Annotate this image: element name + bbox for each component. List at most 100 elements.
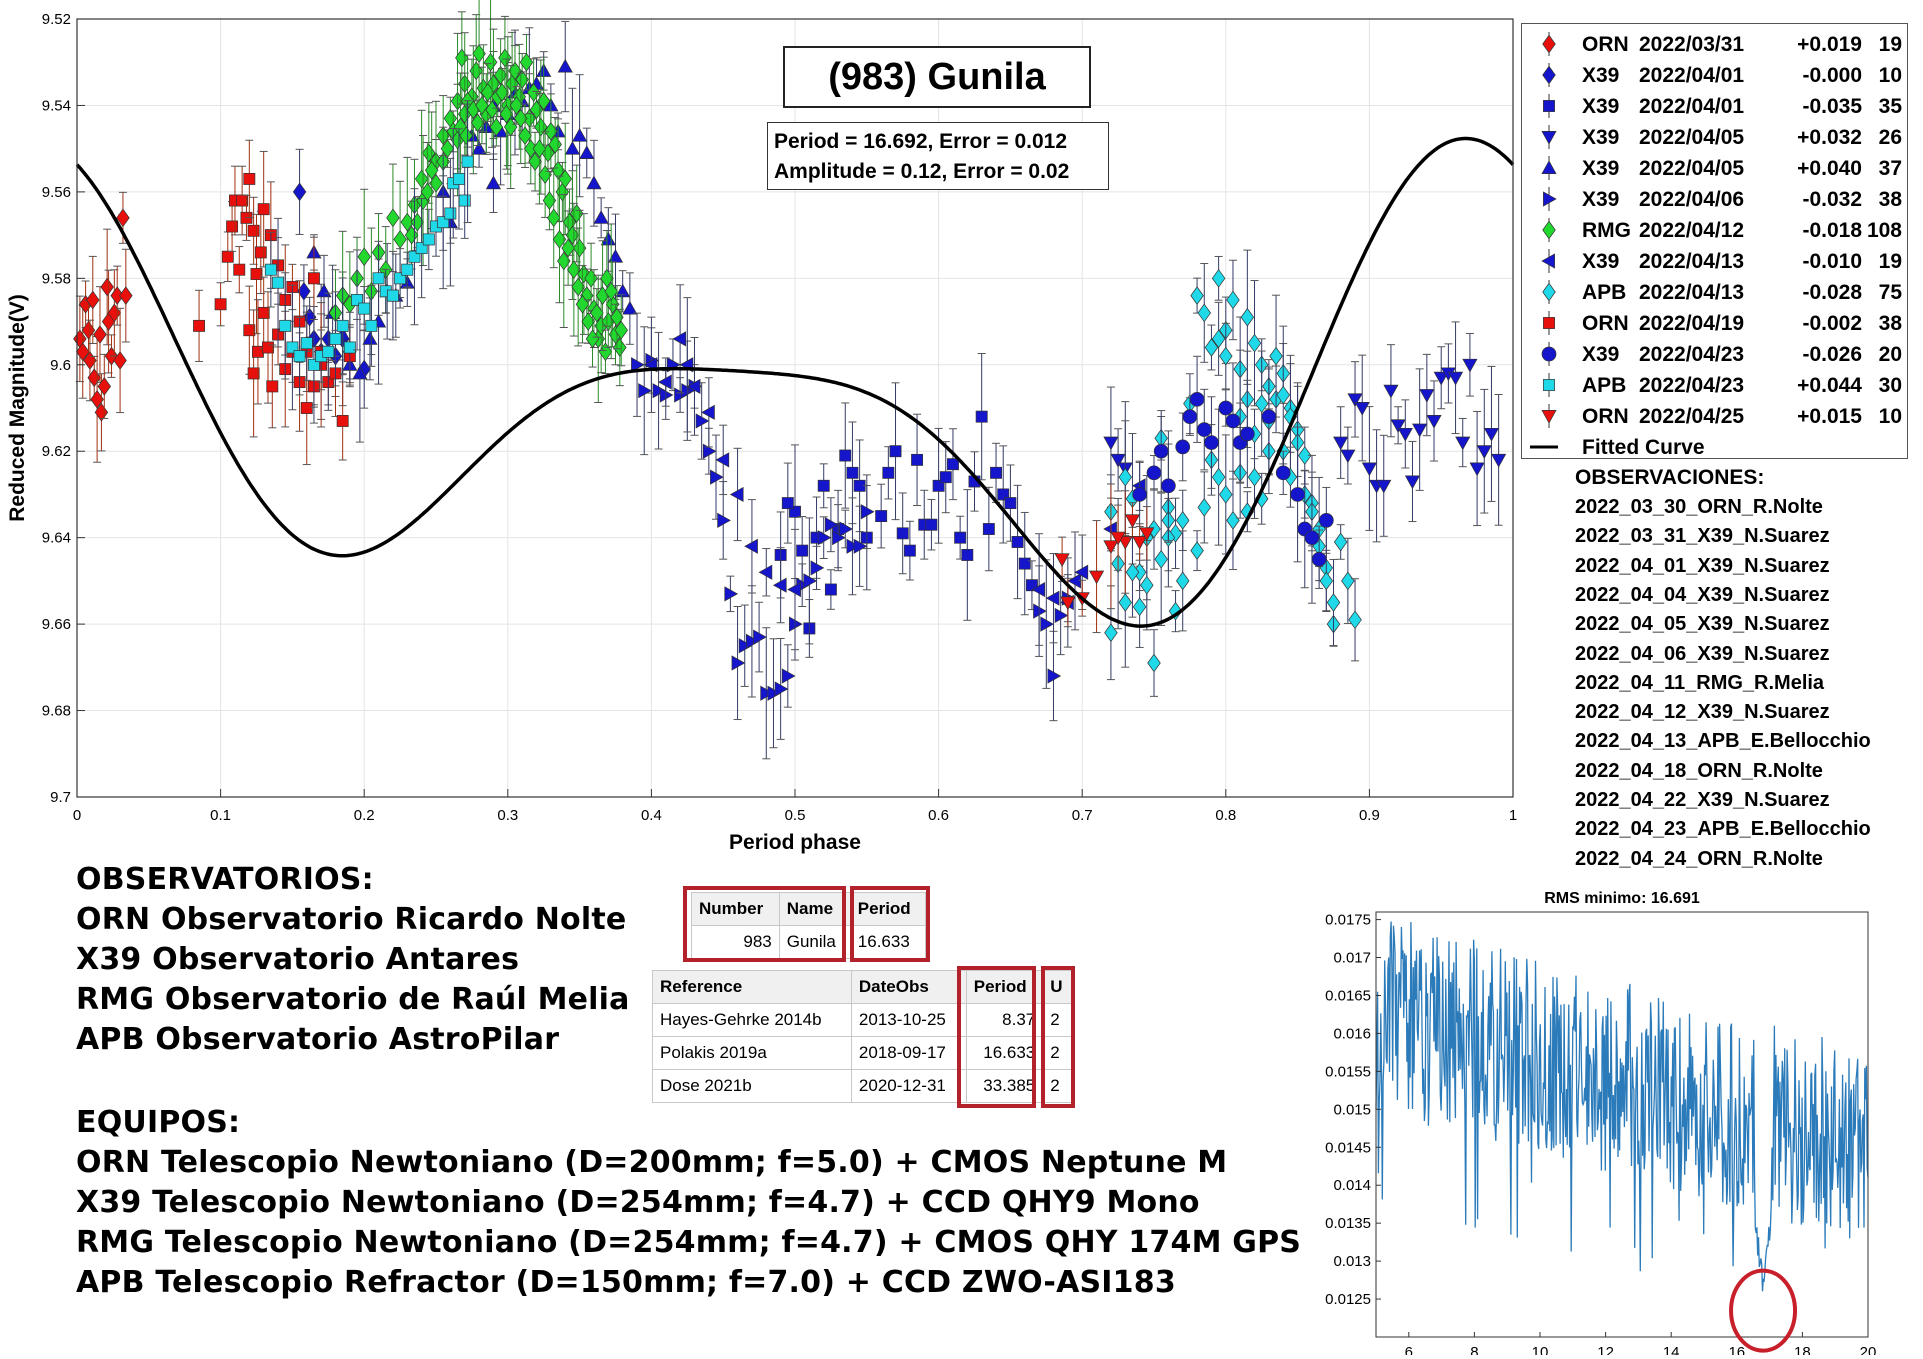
data-point	[925, 498, 938, 551]
rms-y-tick-label: 0.0125	[1325, 1291, 1371, 1308]
x-tick-label: 0	[73, 807, 81, 824]
data-point	[1139, 506, 1155, 561]
y-tick-label: 9.56	[42, 184, 71, 201]
data-point	[1225, 362, 1241, 480]
data-point	[760, 627, 775, 760]
legend-date: 2022/04/13	[1639, 250, 1745, 273]
data-point	[1175, 530, 1190, 632]
legend-marker	[1543, 373, 1555, 397]
legend-marker	[1542, 280, 1556, 304]
data-point	[1354, 354, 1370, 462]
data-point	[394, 248, 407, 309]
data-point	[1275, 450, 1291, 495]
legend-obs: X39	[1582, 157, 1620, 180]
cell-period: 16.633	[965, 1036, 1044, 1070]
data-point	[557, 20, 573, 113]
y-tick-label: 9.7	[50, 789, 71, 806]
data-point	[772, 547, 787, 624]
data-point	[229, 165, 241, 236]
series-x39-2022-04-01	[774, 352, 1038, 658]
col-reference: Reference	[652, 970, 852, 1004]
data-point	[1376, 434, 1392, 537]
data-point	[307, 236, 320, 321]
rms-axis-ticks: 6 8 10 12 14 16 18 20 0.0175 0.017 0.0165 0.016 0.01…	[1325, 912, 1876, 1355]
data-point	[911, 413, 924, 507]
legend-offset: -0.026	[1802, 343, 1862, 366]
data-point	[686, 337, 701, 436]
data-point	[614, 294, 628, 367]
legend-obs: RMG	[1582, 219, 1631, 242]
data-point	[631, 312, 645, 417]
observatorio-item: APB Observatorio AstroPilar	[76, 1022, 560, 1057]
legend-entry: RMG 2022/04/12 -0.018 108	[1522, 215, 1907, 245]
data-point	[1226, 259, 1240, 341]
y-tick-label: 9.64	[42, 530, 71, 547]
data-point	[93, 286, 107, 383]
observacion-item: 2022_04_06_X39_N.Suarez	[1575, 642, 1830, 665]
data-point	[1011, 484, 1024, 600]
data-point	[744, 499, 758, 594]
data-point	[1175, 412, 1191, 482]
data-point	[695, 382, 710, 460]
data-point	[300, 305, 313, 381]
cell-period: 16.633	[849, 925, 927, 959]
observacion-item: 2022_04_13_APB_E.Bellocchio	[1575, 730, 1871, 753]
observacion-item: 2022_04_12_X39_N.Suarez	[1575, 701, 1830, 724]
x-tick-label: 0.3	[497, 807, 518, 824]
data-point	[1124, 502, 1141, 539]
data-point	[1311, 529, 1327, 589]
data-point	[572, 74, 588, 198]
data-point	[343, 311, 356, 384]
data-point	[1132, 523, 1148, 561]
data-point	[652, 331, 667, 450]
col-dateobs: DateObs	[850, 970, 967, 1004]
data-point	[233, 246, 246, 294]
legend-obs: APB	[1582, 374, 1627, 397]
observacion-item: 2022_04_04_X39_N.Suarez	[1575, 583, 1830, 606]
x-tick-label: 0.6	[928, 807, 949, 824]
legend-entry: X39 2022/04/01 -0.000 10	[1522, 60, 1907, 90]
y-tick-label: 9.62	[42, 443, 71, 460]
data-point	[787, 528, 801, 651]
data-point	[489, 107, 504, 147]
data-point	[1211, 255, 1226, 301]
legend-entry: X39 2022/04/05 +0.032 26	[1522, 122, 1907, 152]
observacion-item: 2022_04_11_RMG_R.Melia	[1575, 671, 1825, 694]
legend-obs: X39	[1582, 64, 1620, 87]
data-point	[658, 357, 672, 407]
data-point	[444, 183, 457, 244]
data-point	[622, 272, 638, 345]
data-point	[729, 447, 744, 542]
data-point	[86, 255, 100, 344]
data-point	[1110, 504, 1126, 571]
data-point	[1276, 325, 1290, 465]
data-point	[1483, 365, 1500, 502]
rms-periodogram-plot: RMS minimo: 16.691 6 8 10 12 14 16 18 20 0.0175 0…	[1325, 890, 1876, 1355]
data-point	[485, 71, 499, 148]
data-point	[1340, 426, 1356, 485]
legend-marker	[1543, 94, 1555, 118]
y-tick-label: 9.52	[42, 11, 71, 28]
data-point	[674, 377, 688, 413]
period-line: Period = 16.692, Error = 0.012	[774, 130, 1068, 153]
rms-x-tick-label: 20	[1860, 1344, 1877, 1355]
data-point	[1333, 406, 1349, 479]
data-point	[1211, 301, 1226, 376]
data-point	[264, 231, 277, 308]
legend-offset: -0.018	[1802, 219, 1862, 242]
axis-ticks: 0 0.1 0.2 0.3 0.4 0.5 0.6 0.7 0.8 0.9 1 9.52 9.54 9.5…	[42, 11, 1517, 824]
data-point	[1161, 430, 1176, 542]
rms-y-tick-label: 0.017	[1333, 950, 1371, 967]
cell-number: 983	[691, 925, 780, 959]
data-point	[266, 344, 279, 429]
table-row: Dose 2021b 2020-12-31 33.385 2	[652, 1069, 1074, 1103]
legend-marker	[1542, 218, 1556, 242]
legend-date: 2022/04/06	[1639, 188, 1745, 211]
rms-y-tick-label: 0.0145	[1325, 1139, 1371, 1156]
data-point	[810, 545, 825, 591]
data-point	[975, 352, 988, 481]
legend-offset: -0.002	[1802, 312, 1862, 335]
data-point	[738, 604, 753, 687]
cell-dateobs: 2020-12-31	[850, 1069, 967, 1103]
legend-date: 2022/03/31	[1639, 33, 1745, 56]
